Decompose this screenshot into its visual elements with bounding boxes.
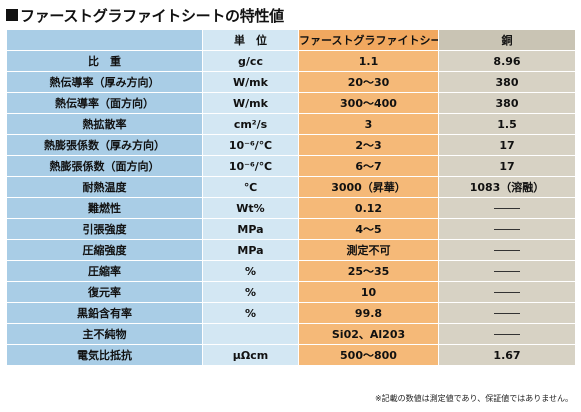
- unit-cell: 10⁻⁶/℃: [202, 155, 299, 177]
- copper-value-cell: [438, 218, 576, 240]
- unit-cell: ℃: [202, 176, 299, 198]
- table-row: 比 重 g/cc 1.1 8.96: [6, 50, 576, 72]
- copper-value-cell: 8.96: [438, 50, 576, 72]
- unit-cell: %: [202, 281, 299, 303]
- graphite-value-cell: 2〜3: [298, 134, 439, 156]
- copper-value-cell: [438, 302, 576, 324]
- table-row: 圧縮強度 MPa 測定不可: [6, 239, 576, 261]
- unit-cell: %: [202, 260, 299, 282]
- copper-value-cell: 1.67: [438, 344, 576, 366]
- copper-value-cell: [438, 323, 576, 345]
- unit-cell: MPa: [202, 239, 299, 261]
- dash-icon: [494, 292, 520, 293]
- square-bullet-icon: [6, 9, 18, 21]
- table-header-row: 単 位 ファーストグラファイトシート 銅: [6, 29, 576, 51]
- table-body: 比 重 g/cc 1.1 8.96 熱伝導率（厚み方向） W/mk 20〜30 380 熱伝導率…: [6, 50, 576, 366]
- graphite-value-cell: 25〜35: [298, 260, 439, 282]
- copper-value-cell: [438, 260, 576, 282]
- graphite-value-cell: 3: [298, 113, 439, 135]
- dash-icon: [494, 229, 520, 230]
- table-row: 耐熱温度 ℃ 3000（昇華） 1083（溶融）: [6, 176, 576, 198]
- property-cell: 耐熱温度: [6, 176, 203, 198]
- copper-value-cell: 1.5: [438, 113, 576, 135]
- table-row: 圧縮率% 25〜35: [6, 260, 576, 282]
- graphite-value-cell: 測定不可: [298, 239, 439, 261]
- table-row: 熱膨張係数（面方向） 10⁻⁶/℃ 6〜7 17: [6, 155, 576, 177]
- property-cell: 熱膨張係数（厚み方向）: [6, 134, 203, 156]
- unit-cell: [202, 323, 299, 345]
- copper-value-cell: 1083（溶融）: [438, 176, 576, 198]
- property-cell: 熱拡散率: [6, 113, 203, 135]
- unit-cell: %: [202, 302, 299, 324]
- table-row: 熱伝導率（面方向） W/mk 300〜400 380: [6, 92, 576, 114]
- table-row: 黒鉛含有率% 99.8: [6, 302, 576, 324]
- property-cell: 電気比抵抗: [6, 344, 203, 366]
- graphite-value-cell: 4〜5: [298, 218, 439, 240]
- property-cell: 難燃性: [6, 197, 203, 219]
- header-copper: 銅: [438, 29, 576, 51]
- header-property: [6, 29, 203, 51]
- property-cell: 比 重: [6, 50, 203, 72]
- copper-value-cell: [438, 281, 576, 303]
- graphite-value-cell: 20〜30: [298, 71, 439, 93]
- graphite-value-cell: 1.1: [298, 50, 439, 72]
- property-cell: 引張強度: [6, 218, 203, 240]
- properties-table: 単 位 ファーストグラファイトシート 銅 比 重 g/cc 1.1 8.96 熱伝導率（…: [6, 29, 576, 366]
- dash-icon: [494, 334, 520, 335]
- unit-cell: cm²/s: [202, 113, 299, 135]
- table-row: 熱伝導率（厚み方向） W/mk 20〜30 380: [6, 71, 576, 93]
- property-cell: 主不純物: [6, 323, 203, 345]
- copper-value-cell: [438, 239, 576, 261]
- table-row: 引張強度 MPa 4〜5: [6, 218, 576, 240]
- graphite-value-cell: 6〜7: [298, 155, 439, 177]
- copper-value-cell: 17: [438, 134, 576, 156]
- copper-value-cell: 17: [438, 155, 576, 177]
- page-title: ファーストグラファイトシートの特性値: [6, 4, 284, 26]
- dash-icon: [494, 271, 520, 272]
- page-title-text: ファーストグラファイトシートの特性値: [20, 6, 284, 25]
- table-row: 復元率% 10: [6, 281, 576, 303]
- unit-cell: W/mk: [202, 92, 299, 114]
- table-row: 熱膨張係数（厚み方向） 10⁻⁶/℃ 2〜3 17: [6, 134, 576, 156]
- graphite-value-cell: 500〜800: [298, 344, 439, 366]
- footnote: ※記載の数値は測定値であり、保証値ではありません。: [374, 394, 573, 403]
- property-cell: 圧縮率: [6, 260, 203, 282]
- copper-value-cell: [438, 197, 576, 219]
- unit-cell: g/cc: [202, 50, 299, 72]
- property-cell: 熱膨張係数（面方向）: [6, 155, 203, 177]
- table-row: 電気比抵抗 μΩcm 500〜800 1.67: [6, 344, 576, 366]
- table-row: 主不純物 Si02、Al203: [6, 323, 576, 345]
- unit-cell: μΩcm: [202, 344, 299, 366]
- dash-icon: [494, 208, 520, 209]
- table-row: 難燃性 Wt% 0.12: [6, 197, 576, 219]
- table-row: 熱拡散率 cm²/s 3 1.5: [6, 113, 576, 135]
- unit-cell: 10⁻⁶/℃: [202, 134, 299, 156]
- unit-cell: Wt%: [202, 197, 299, 219]
- graphite-value-cell: Si02、Al203: [298, 323, 439, 345]
- header-unit: 単 位: [202, 29, 299, 51]
- copper-value-cell: 380: [438, 71, 576, 93]
- property-cell: 熱伝導率（面方向）: [6, 92, 203, 114]
- unit-cell: MPa: [202, 218, 299, 240]
- copper-value-cell: 380: [438, 92, 576, 114]
- property-cell: 圧縮強度: [6, 239, 203, 261]
- header-graphite-sheet: ファーストグラファイトシート: [298, 29, 439, 51]
- property-cell: 復元率: [6, 281, 203, 303]
- property-cell: 熱伝導率（厚み方向）: [6, 71, 203, 93]
- property-cell: 黒鉛含有率: [6, 302, 203, 324]
- graphite-value-cell: 0.12: [298, 197, 439, 219]
- dash-icon: [494, 250, 520, 251]
- graphite-value-cell: 300〜400: [298, 92, 439, 114]
- dash-icon: [494, 313, 520, 314]
- graphite-value-cell: 99.8: [298, 302, 439, 324]
- unit-cell: W/mk: [202, 71, 299, 93]
- graphite-value-cell: 10: [298, 281, 439, 303]
- graphite-value-cell: 3000（昇華）: [298, 176, 439, 198]
